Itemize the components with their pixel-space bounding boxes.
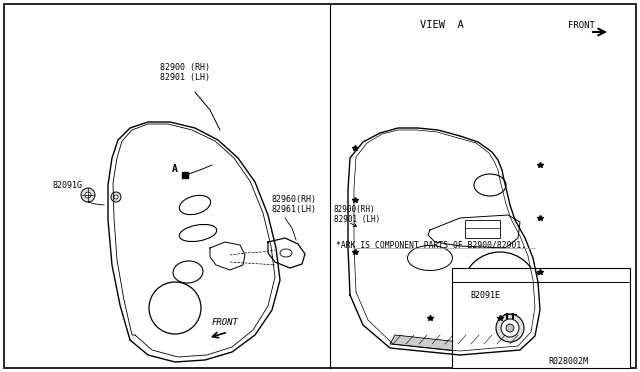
Text: *ARK IS COMPONENT PARTS OF B2900/82901.: *ARK IS COMPONENT PARTS OF B2900/82901. <box>336 241 526 250</box>
Circle shape <box>81 188 95 202</box>
Text: 82091G: 82091G <box>52 181 82 190</box>
Bar <box>465 220 500 238</box>
Text: 82900(RH)
82901 (LH): 82900(RH) 82901 (LH) <box>334 205 380 224</box>
Ellipse shape <box>179 224 217 241</box>
Circle shape <box>85 192 91 198</box>
Circle shape <box>114 195 118 199</box>
Text: VIEW  A: VIEW A <box>420 20 464 30</box>
Text: A: A <box>172 164 178 174</box>
Bar <box>452 268 630 368</box>
Polygon shape <box>390 335 518 351</box>
Circle shape <box>501 319 519 337</box>
Text: *: * <box>534 271 540 281</box>
Text: 82900 (RH)
82901 (LH): 82900 (RH) 82901 (LH) <box>160 62 210 82</box>
Text: FRONT: FRONT <box>212 318 239 327</box>
Circle shape <box>506 324 514 332</box>
Ellipse shape <box>408 246 452 270</box>
Ellipse shape <box>474 174 506 196</box>
Text: 82960(RH)
82961(LH): 82960(RH) 82961(LH) <box>272 195 317 214</box>
Circle shape <box>111 192 121 202</box>
Ellipse shape <box>280 249 292 257</box>
Ellipse shape <box>179 195 211 215</box>
Circle shape <box>149 282 201 334</box>
Text: B2091E: B2091E <box>470 291 500 300</box>
Ellipse shape <box>173 261 203 283</box>
Text: FRONT: FRONT <box>568 21 595 30</box>
Circle shape <box>496 314 524 342</box>
Text: R028002M: R028002M <box>548 357 588 366</box>
Circle shape <box>462 252 538 328</box>
